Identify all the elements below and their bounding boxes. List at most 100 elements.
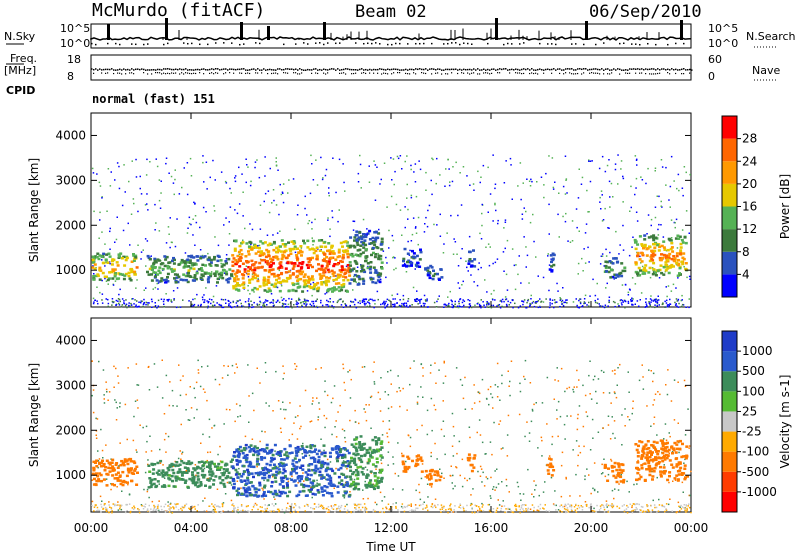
velocity-scatter-dot	[318, 402, 320, 404]
nave-dot	[381, 73, 383, 75]
power-ground-dot	[658, 304, 660, 306]
power-scatter-dot	[109, 227, 111, 230]
velocity-echo-cell	[92, 460, 96, 464]
freq-dot	[289, 68, 291, 71]
power-echo-cell	[380, 240, 384, 243]
power-echo-cell	[330, 256, 333, 260]
freq-dot	[315, 68, 317, 70]
power-echo-cell	[639, 269, 642, 272]
power-scatter-dot	[157, 282, 160, 284]
power-echo-cell	[640, 243, 644, 246]
power-echo-cell	[228, 268, 232, 271]
power-echo-cell	[313, 285, 316, 288]
velocity-echo-cell	[118, 475, 122, 478]
power-scatter-dot	[358, 281, 360, 284]
freq-dot	[555, 69, 557, 71]
velocity-scatter-dot	[264, 362, 267, 364]
power-scatter-dot	[282, 201, 285, 204]
power-scatter-dot	[530, 294, 532, 297]
power-ground-dot	[145, 303, 147, 306]
power-ground-dot	[344, 303, 346, 305]
velocity-ground-dot	[566, 511, 569, 513]
nsearch-label: N.Search	[746, 30, 796, 43]
power-echo-cell	[245, 242, 249, 245]
power-scatter-dot	[214, 179, 216, 181]
power-scatter-dot	[196, 270, 198, 273]
velocity-ground-dot	[519, 508, 522, 511]
freq-dot	[443, 69, 445, 71]
power-scatter-dot	[327, 219, 329, 221]
power-ground-dot	[326, 299, 328, 302]
velocity-ground-dot	[616, 505, 618, 508]
freq-dot	[563, 69, 565, 71]
power-scatter-dot	[322, 177, 324, 179]
velocity-scatter-dot	[181, 451, 184, 453]
power-echo-cell	[311, 265, 314, 269]
nave-dot	[189, 72, 191, 75]
power-ground-dot	[666, 306, 669, 308]
freq-dot	[427, 69, 429, 71]
velocity-scatter-dot	[665, 439, 668, 441]
velocity-scatter-dot	[433, 404, 435, 407]
power-echo-cell	[263, 289, 267, 292]
velocity-scatter-dot	[364, 466, 367, 468]
nave-dot	[407, 73, 409, 75]
power-echo-cell	[299, 249, 302, 252]
power-ground-dot	[240, 302, 242, 305]
velocity-scatter-dot	[624, 425, 626, 427]
velocity-scatter-dot	[684, 434, 687, 436]
power-ground-dot	[305, 304, 307, 307]
power-echo-cell	[269, 264, 273, 268]
nsearch-dot	[243, 43, 245, 45]
power-ground-dot	[654, 304, 656, 306]
velocity-echo-cell	[132, 472, 136, 475]
power-scatter-dot	[324, 293, 326, 295]
nave-dot	[249, 72, 251, 75]
power-scatter-dot	[562, 287, 564, 289]
velocity-ground-dot	[221, 511, 223, 513]
velocity-scatter-dot	[668, 481, 670, 484]
velocity-scatter-dot	[653, 399, 656, 401]
velocity-ground-dot	[539, 503, 542, 506]
velocity-ground-dot	[636, 508, 638, 510]
velocity-scatter-dot	[97, 450, 99, 452]
power-echo-cell	[312, 287, 316, 291]
power-ground-dot	[655, 298, 657, 300]
power-ytick-label: 1000	[55, 263, 86, 277]
power-echo-cell	[334, 282, 338, 285]
power-ground-dot	[133, 303, 135, 305]
power-scatter-dot	[435, 182, 437, 185]
velocity-scatter-dot	[426, 409, 429, 412]
velocity-ground-dot	[221, 504, 224, 506]
nave-dot	[611, 72, 613, 74]
power-scatter-dot	[461, 248, 463, 250]
velocity-scatter-dot	[473, 402, 476, 404]
power-ground-dot	[463, 304, 465, 307]
power-scatter-dot	[615, 230, 617, 233]
velocity-ground-dot	[412, 509, 415, 512]
power-scatter-dot	[188, 216, 191, 219]
velocity-scatter-dot	[156, 386, 159, 388]
power-ground-dot	[531, 302, 534, 304]
velocity-ground-dot	[600, 507, 602, 509]
velocity-echo-cell	[161, 473, 165, 477]
power-scatter-dot	[385, 276, 387, 279]
freq-dot	[117, 69, 119, 71]
power-scatter-dot	[114, 241, 116, 243]
velocity-ground-dot	[160, 505, 162, 508]
velocity-scatter-dot	[140, 504, 143, 506]
power-ground-dot	[416, 300, 418, 303]
power-echo-cell	[331, 287, 335, 290]
power-echo-cell	[649, 255, 653, 259]
power-echo-cell	[115, 261, 119, 264]
velocity-scatter-dot	[325, 417, 328, 420]
velocity-ground-dot	[455, 510, 457, 513]
power-ground-dot	[424, 299, 427, 301]
velocity-ground-dot	[612, 504, 615, 507]
velocity-scatter-dot	[466, 479, 468, 482]
velocity-echo-cell	[135, 483, 139, 486]
velocity-scatter-dot	[578, 379, 580, 381]
power-scatter-dot	[654, 216, 657, 219]
velocity-ground-dot	[432, 506, 434, 509]
power-scatter-dot	[176, 218, 178, 220]
